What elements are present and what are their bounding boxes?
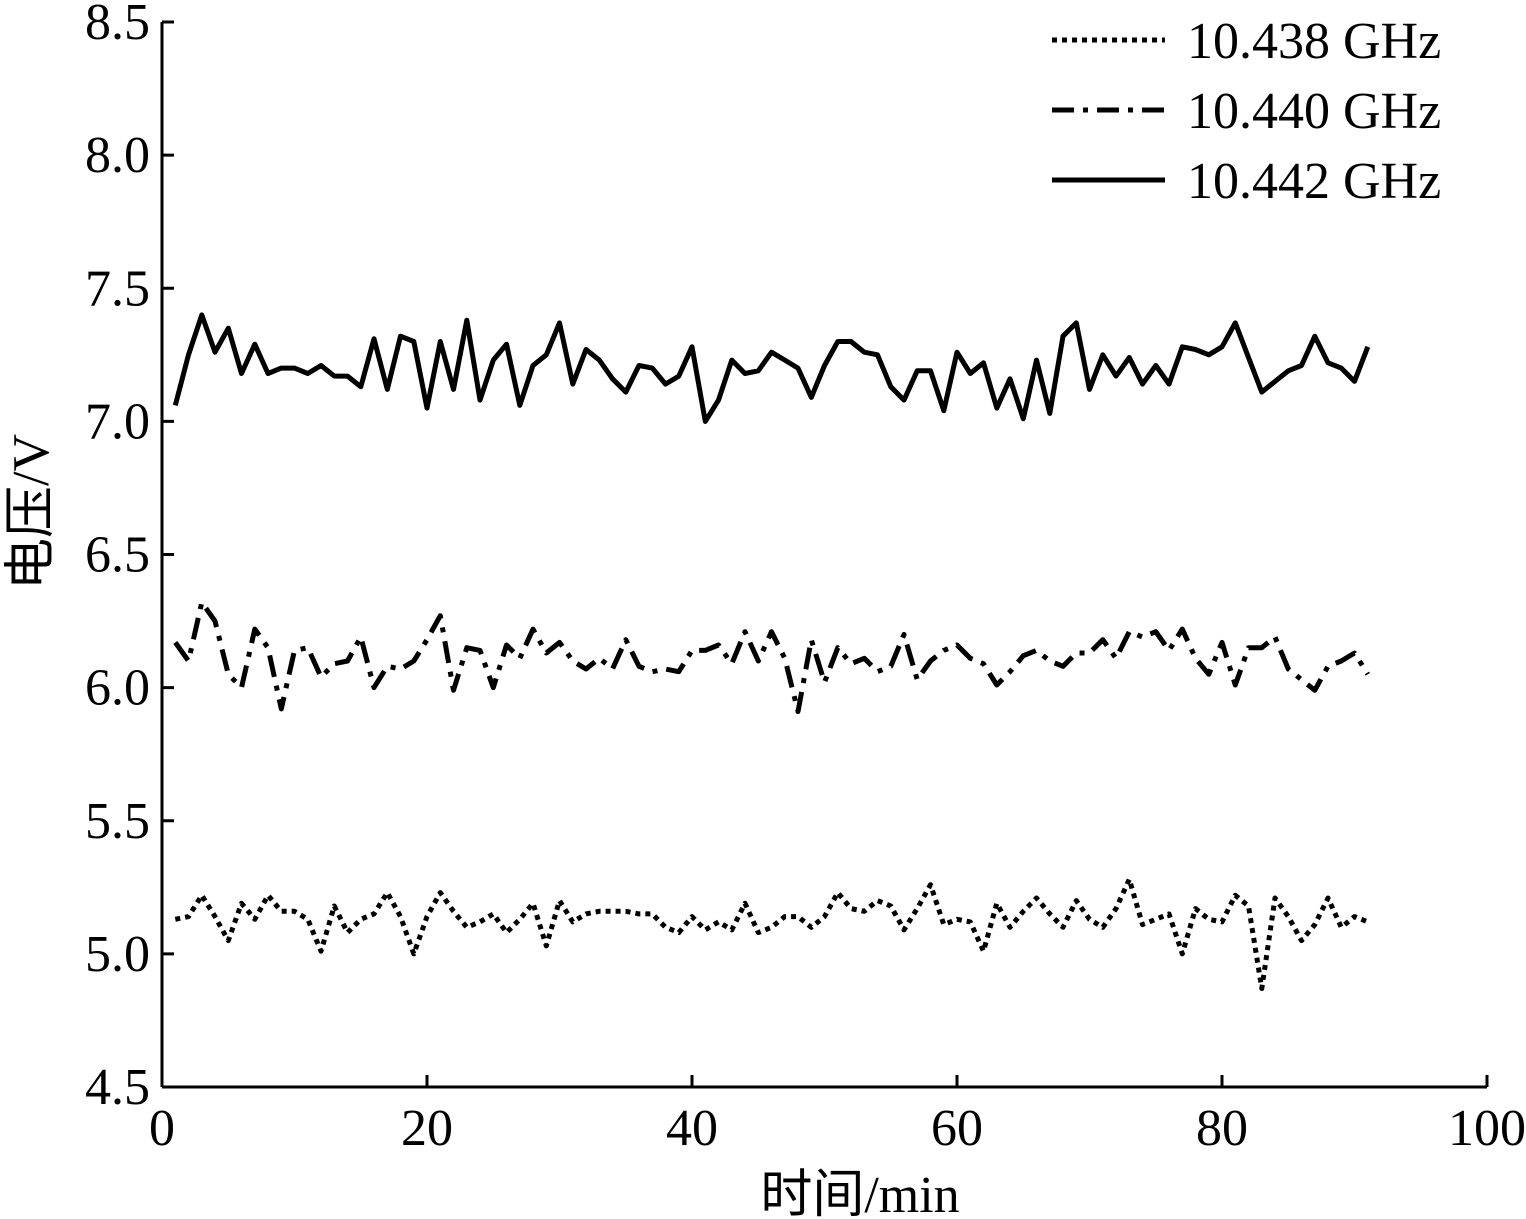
y-tick-label: 8.5: [85, 0, 150, 51]
x-tick-label: 80: [1196, 1100, 1248, 1157]
y-tick-label: 5.0: [85, 926, 150, 983]
y-tick-label: 6.5: [85, 527, 150, 584]
y-axis-label: 电压/V: [3, 434, 60, 590]
y-tick-label: 4.5: [85, 1059, 150, 1116]
legend-label: 10.442 GHz: [1187, 153, 1441, 210]
y-tick-label: 5.5: [85, 793, 150, 850]
x-tick-label: 0: [149, 1100, 175, 1157]
legend-label: 10.438 GHz: [1187, 13, 1441, 70]
y-tick-label: 7.0: [85, 393, 150, 450]
x-tick-label: 60: [931, 1100, 983, 1157]
x-tick-label: 100: [1448, 1100, 1526, 1157]
y-tick-label: 6.0: [85, 660, 150, 717]
y-tick-label: 8.0: [85, 127, 150, 184]
legend-label: 10.440 GHz: [1187, 83, 1441, 140]
x-tick-label: 40: [666, 1100, 718, 1157]
x-axis-label: 时间/min: [760, 1167, 959, 1219]
data-line: [172, 312, 1371, 424]
data-line: [174, 876, 1369, 991]
x-tick-label: 20: [401, 1100, 453, 1157]
data-line: [173, 599, 1370, 715]
y-tick-label: 7.5: [85, 260, 150, 317]
